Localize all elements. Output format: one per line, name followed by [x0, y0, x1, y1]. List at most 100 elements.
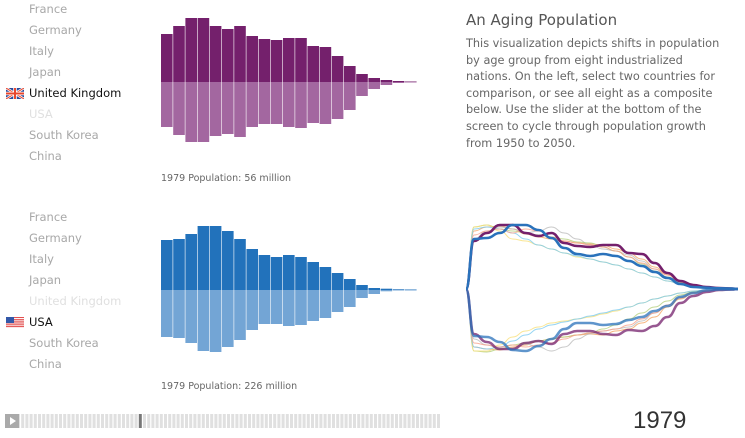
slider-tick[interactable]: [340, 414, 344, 428]
slider-tick[interactable]: [50, 414, 54, 428]
slider-tick[interactable]: [59, 414, 62, 428]
slider-tick[interactable]: [201, 414, 205, 428]
slider-tick[interactable]: [33, 414, 37, 428]
country-italy[interactable]: Italy: [29, 44, 54, 58]
slider-tick[interactable]: [432, 414, 436, 428]
slider-tick[interactable]: [46, 414, 50, 428]
slider-tick[interactable]: [193, 414, 197, 428]
slider-tick[interactable]: [218, 414, 222, 428]
slider-tick[interactable]: [172, 414, 176, 428]
slider-tick[interactable]: [92, 414, 96, 428]
slider-tick[interactable]: [252, 414, 256, 428]
slider-tick[interactable]: [344, 414, 348, 428]
slider-tick[interactable]: [239, 414, 243, 428]
slider-tick[interactable]: [260, 414, 264, 428]
slider-tick[interactable]: [437, 414, 440, 428]
slider-tick[interactable]: [185, 414, 188, 428]
country-china[interactable]: China: [29, 149, 62, 163]
slider-tick[interactable]: [176, 414, 180, 428]
slider-tick[interactable]: [130, 414, 134, 428]
slider-tick[interactable]: [63, 414, 67, 428]
slider-tick[interactable]: [75, 414, 79, 428]
slider-tick[interactable]: [269, 414, 272, 428]
slider-tick[interactable]: [369, 414, 373, 428]
country-south-korea[interactable]: South Korea: [29, 128, 99, 142]
slider-tick[interactable]: [168, 414, 172, 428]
slider-tick[interactable]: [302, 414, 306, 428]
slider-tick[interactable]: [319, 414, 323, 428]
slider-tick[interactable]: [298, 414, 302, 428]
slider-tick[interactable]: [336, 414, 340, 428]
slider-tick[interactable]: [390, 414, 394, 428]
country-usa[interactable]: USA: [6, 315, 53, 329]
slider-tick[interactable]: [67, 414, 71, 428]
slider-tick[interactable]: [210, 414, 214, 428]
slider-tick[interactable]: [378, 414, 382, 428]
slider-tick[interactable]: [256, 414, 260, 428]
slider-tick[interactable]: [164, 414, 167, 428]
slider-tick[interactable]: [206, 414, 209, 428]
country-italy[interactable]: Italy: [29, 252, 54, 266]
country-united-kingdom[interactable]: United Kingdom: [6, 86, 121, 100]
slider-tick[interactable]: [21, 414, 25, 428]
play-icon[interactable]: [5, 414, 19, 428]
slider-tick[interactable]: [399, 414, 403, 428]
country-france[interactable]: France: [29, 2, 67, 16]
slider-tick[interactable]: [231, 414, 235, 428]
slider-tick[interactable]: [227, 414, 230, 428]
slider-tick[interactable]: [357, 414, 361, 428]
slider-tick[interactable]: [155, 414, 159, 428]
slider-tick[interactable]: [353, 414, 356, 428]
slider-tick[interactable]: [411, 414, 415, 428]
slider-tick[interactable]: [197, 414, 201, 428]
slider-tick[interactable]: [403, 414, 407, 428]
slider-tick[interactable]: [306, 414, 310, 428]
slider-tick[interactable]: [101, 414, 104, 428]
slider-tick[interactable]: [189, 414, 193, 428]
slider-tick[interactable]: [222, 414, 226, 428]
slider-tick[interactable]: [395, 414, 398, 428]
slider-tick[interactable]: [105, 414, 109, 428]
slider-tick[interactable]: [113, 414, 117, 428]
slider-tick[interactable]: [147, 414, 151, 428]
slider-tick[interactable]: [88, 414, 92, 428]
slider-tick[interactable]: [323, 414, 327, 428]
slider-tick[interactable]: [420, 414, 424, 428]
country-france[interactable]: France: [29, 210, 67, 224]
slider-tick[interactable]: [294, 414, 298, 428]
slider-tick[interactable]: [428, 414, 432, 428]
slider-tick[interactable]: [374, 414, 377, 428]
slider-tick[interactable]: [109, 414, 113, 428]
slider-tick[interactable]: [29, 414, 33, 428]
slider-tick[interactable]: [361, 414, 365, 428]
slider-tick[interactable]: [71, 414, 75, 428]
slider-tick[interactable]: [159, 414, 163, 428]
country-germany[interactable]: Germany: [29, 23, 82, 37]
slider-tick[interactable]: [382, 414, 386, 428]
slider-tick[interactable]: [96, 414, 100, 428]
slider-tick[interactable]: [42, 414, 46, 428]
slider-thumb[interactable]: [138, 414, 142, 428]
slider-tick[interactable]: [273, 414, 277, 428]
slider-tick[interactable]: [117, 414, 121, 428]
slider-tick[interactable]: [180, 414, 184, 428]
slider-tick[interactable]: [151, 414, 155, 428]
country-japan[interactable]: Japan: [29, 273, 61, 287]
slider-tick[interactable]: [315, 414, 319, 428]
country-china[interactable]: China: [29, 357, 62, 371]
slider-tick[interactable]: [214, 414, 218, 428]
slider-tick[interactable]: [143, 414, 146, 428]
year-slider[interactable]: [17, 414, 440, 428]
slider-tick[interactable]: [126, 414, 130, 428]
slider-tick[interactable]: [38, 414, 41, 428]
slider-tick[interactable]: [311, 414, 314, 428]
slider-tick[interactable]: [285, 414, 289, 428]
country-japan[interactable]: Japan: [29, 65, 61, 79]
slider-tick[interactable]: [365, 414, 369, 428]
slider-tick[interactable]: [290, 414, 293, 428]
slider-tick[interactable]: [386, 414, 390, 428]
slider-tick[interactable]: [281, 414, 285, 428]
slider-tick[interactable]: [424, 414, 428, 428]
country-germany[interactable]: Germany: [29, 231, 82, 245]
slider-tick[interactable]: [407, 414, 411, 428]
